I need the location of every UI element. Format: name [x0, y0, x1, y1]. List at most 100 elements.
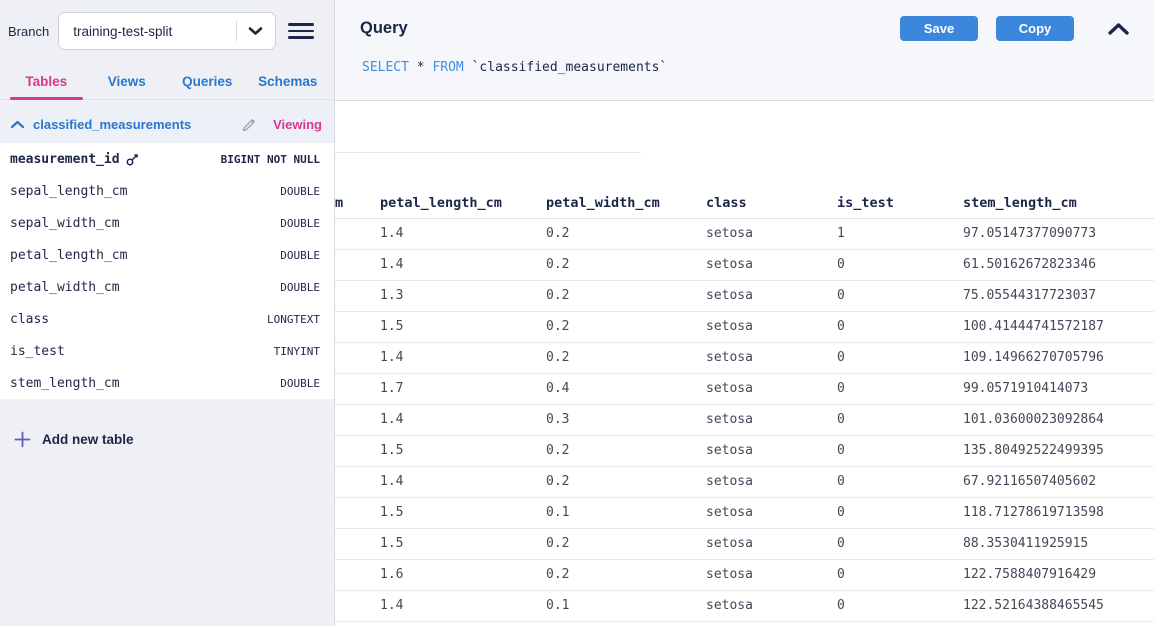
cell: 1.5 — [380, 311, 546, 343]
table-row: 1.4 0.3 setosa 0 101.03600023092864 — [335, 404, 1154, 436]
cell: 1.4 — [380, 404, 546, 436]
key-icon — [126, 153, 139, 166]
cell: 88.3530411925915 — [963, 528, 1154, 560]
divider — [335, 152, 641, 153]
query-panel: Query Save Copy SELECT * FROM `classifie… — [335, 0, 1154, 101]
cell: 1.4 — [380, 342, 546, 374]
cell: 0 — [837, 528, 963, 560]
sql-table-ref: `classified_measurements` — [471, 60, 668, 75]
cell-clipped — [335, 280, 380, 312]
cell: 99.0571910414073 — [963, 373, 1154, 405]
column-name: is_test — [10, 343, 65, 359]
tab-views[interactable]: Views — [107, 74, 146, 89]
pencil-icon[interactable] — [241, 117, 257, 133]
cell: 0 — [837, 249, 963, 281]
cell: 1.5 — [380, 497, 546, 529]
tab-queries[interactable]: Queries — [182, 74, 233, 89]
column-header-petal-width[interactable]: petal_width_cm — [546, 188, 706, 219]
cell: 0.2 — [546, 218, 706, 250]
schema-row: class LONGTEXT — [0, 303, 334, 335]
sql-keyword: SELECT — [362, 60, 409, 75]
cell: 61.50162672823346 — [963, 249, 1154, 281]
cell: 0 — [837, 590, 963, 622]
collapse-chevron-up-icon[interactable] — [1107, 22, 1130, 36]
chevron-up-icon[interactable] — [10, 120, 25, 129]
branch-selector[interactable]: training-test-split — [58, 12, 277, 50]
cell: setosa — [706, 590, 837, 622]
cell: 0 — [837, 466, 963, 498]
cell: 0.1 — [546, 497, 706, 529]
cell: 67.92116507405602 — [963, 466, 1154, 498]
results-area: m petal_length_cm petal_width_cm class i… — [335, 101, 1154, 626]
cell: setosa — [706, 497, 837, 529]
cell: 0.2 — [546, 435, 706, 467]
cell-clipped — [335, 466, 380, 498]
column-type: DOUBLE — [280, 248, 320, 262]
cell: setosa — [706, 404, 837, 436]
schema-row: petal_width_cm DOUBLE — [0, 271, 334, 303]
column-name: sepal_width_cm — [10, 215, 120, 231]
table-row: 1.3 0.2 setosa 0 75.05544317723037 — [335, 280, 1154, 312]
cell: setosa — [706, 373, 837, 405]
table-name-link[interactable]: classified_measurements — [33, 117, 192, 132]
cell-clipped — [335, 497, 380, 529]
cell: setosa — [706, 218, 837, 250]
cell-clipped — [335, 528, 380, 560]
cell-clipped — [335, 218, 380, 250]
schema-row: petal_length_cm DOUBLE — [0, 239, 334, 271]
cell: 0 — [837, 497, 963, 529]
main-area: Query Save Copy SELECT * FROM `classifie… — [335, 0, 1154, 626]
plus-icon — [14, 431, 31, 448]
table-row: 1.4 0.2 setosa 0 61.50162672823346 — [335, 249, 1154, 281]
column-name: petal_length_cm — [10, 247, 128, 263]
column-header-stem-length[interactable]: stem_length_cm — [963, 188, 1154, 219]
cell-clipped — [335, 559, 380, 591]
divider — [236, 21, 238, 41]
save-button[interactable]: Save — [900, 16, 978, 41]
cell: 0 — [837, 559, 963, 591]
cell: 0.2 — [546, 528, 706, 560]
add-new-table-button[interactable]: Add new table — [14, 431, 334, 448]
cell: setosa — [706, 280, 837, 312]
tab-schemas[interactable]: Schemas — [258, 74, 318, 89]
tab-tables[interactable]: Tables — [6, 66, 87, 100]
cell: 0 — [837, 280, 963, 312]
cell: 0.2 — [546, 311, 706, 343]
viewing-status[interactable]: Viewing — [273, 117, 322, 132]
sql-query-text: SELECT * FROM `classified_measurements` — [362, 60, 667, 75]
add-new-table-label: Add new table — [42, 432, 134, 447]
column-type: LONGTEXT — [267, 312, 320, 326]
column-type: TINYINT — [273, 344, 320, 358]
table-row: 1.4 0.2 setosa 0 67.92116507405602 — [335, 466, 1154, 498]
column-type: DOUBLE — [280, 280, 320, 294]
cell-clipped — [335, 590, 380, 622]
column-header-class[interactable]: class — [706, 188, 837, 219]
cell-clipped — [335, 373, 380, 405]
cell: 101.03600023092864 — [963, 404, 1154, 436]
cell: 1.5 — [380, 435, 546, 467]
copy-button[interactable]: Copy — [996, 16, 1074, 41]
cell: setosa — [706, 435, 837, 467]
table-row: 1.5 0.2 setosa 0 135.80492522499395 — [335, 435, 1154, 467]
cell: 1.4 — [380, 466, 546, 498]
table-row: 1.5 0.2 setosa 0 88.3530411925915 — [335, 528, 1154, 560]
column-name: sepal_length_cm — [10, 183, 128, 199]
column-type: DOUBLE — [280, 216, 320, 230]
cell-clipped — [335, 404, 380, 436]
table-row: 1.4 0.2 setosa 1 97.05147377090773 — [335, 218, 1154, 250]
column-header-petal-length[interactable]: petal_length_cm — [380, 188, 546, 219]
cell: setosa — [706, 559, 837, 591]
cell: 0 — [837, 342, 963, 374]
cell: 1 — [837, 218, 963, 250]
cell: 122.7588407916429 — [963, 559, 1154, 591]
column-header-is-test[interactable]: is_test — [837, 188, 963, 219]
menu-icon[interactable] — [288, 21, 315, 41]
cell-clipped — [335, 249, 380, 281]
cell: setosa — [706, 342, 837, 374]
results-table: m petal_length_cm petal_width_cm class i… — [335, 188, 1154, 622]
cell: 0.2 — [546, 559, 706, 591]
query-title: Query — [360, 19, 408, 37]
table-header-row: classified_measurements Viewing — [0, 106, 334, 143]
cell: setosa — [706, 311, 837, 343]
